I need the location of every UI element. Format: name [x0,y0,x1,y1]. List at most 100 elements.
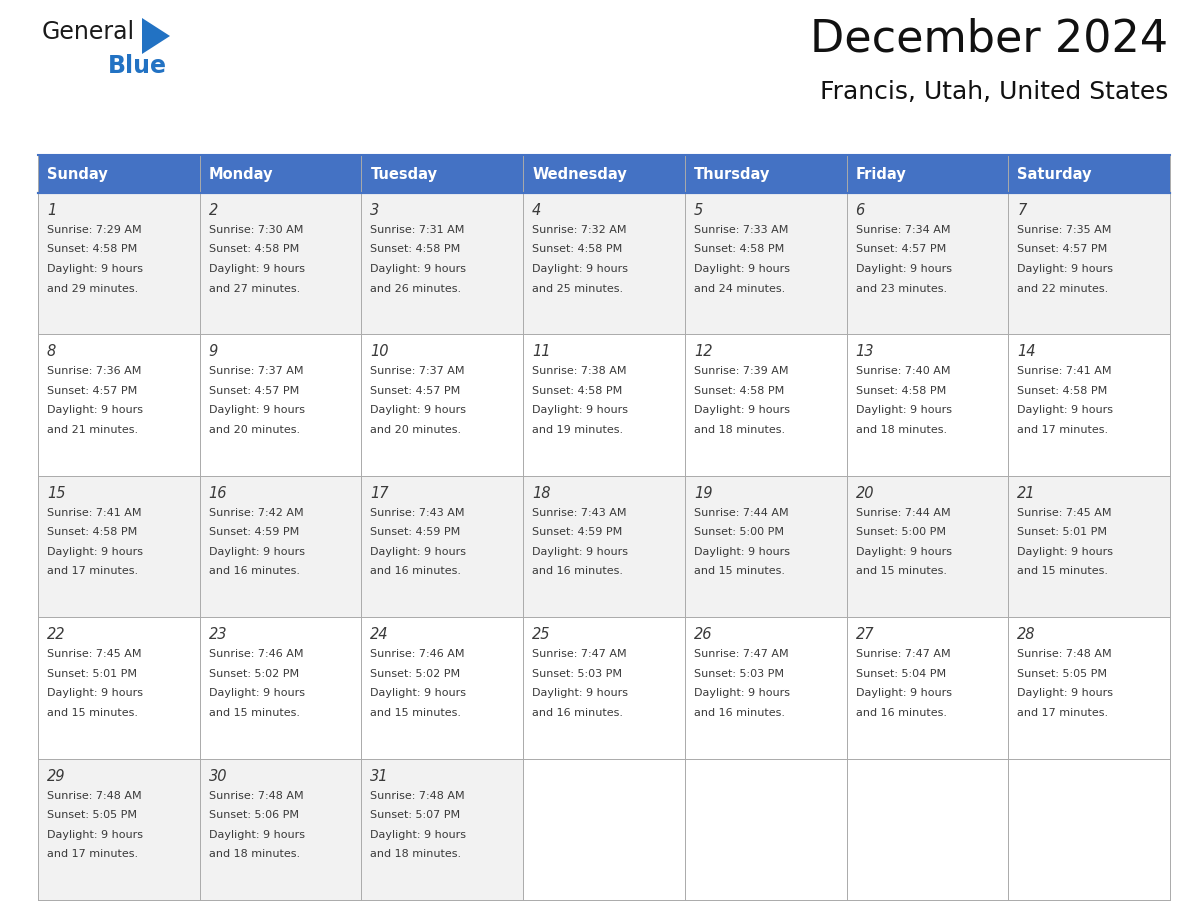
Text: and 16 minutes.: and 16 minutes. [532,566,624,577]
Text: Sunset: 4:59 PM: Sunset: 4:59 PM [532,527,623,537]
Text: Sunset: 4:58 PM: Sunset: 4:58 PM [1017,386,1107,396]
Text: December 2024: December 2024 [810,18,1168,61]
Text: Daylight: 9 hours: Daylight: 9 hours [532,264,628,274]
Text: Sunrise: 7:48 AM: Sunrise: 7:48 AM [371,790,465,800]
Text: Sunrise: 7:29 AM: Sunrise: 7:29 AM [48,225,141,235]
Text: 12: 12 [694,344,713,360]
Text: Daylight: 9 hours: Daylight: 9 hours [209,830,304,840]
Text: Daylight: 9 hours: Daylight: 9 hours [48,688,143,699]
Bar [361,758,523,900]
Text: Sunset: 4:57 PM: Sunset: 4:57 PM [48,386,138,396]
Text: Sunrise: 7:48 AM: Sunrise: 7:48 AM [209,790,303,800]
Bar [1009,476,1170,617]
Text: Daylight: 9 hours: Daylight: 9 hours [48,406,143,416]
Text: and 16 minutes.: and 16 minutes. [209,566,299,577]
Text: and 17 minutes.: and 17 minutes. [1017,708,1108,718]
Text: and 18 minutes.: and 18 minutes. [694,425,785,435]
Text: Daylight: 9 hours: Daylight: 9 hours [371,406,467,416]
Text: Daylight: 9 hours: Daylight: 9 hours [532,406,628,416]
Text: Sunday: Sunday [48,166,108,182]
Text: Sunrise: 7:39 AM: Sunrise: 7:39 AM [694,366,789,376]
Bar [847,334,1009,476]
Bar [200,155,361,193]
Text: Daylight: 9 hours: Daylight: 9 hours [694,547,790,557]
Text: and 20 minutes.: and 20 minutes. [371,425,462,435]
Text: Sunrise: 7:43 AM: Sunrise: 7:43 AM [532,508,626,518]
Text: and 16 minutes.: and 16 minutes. [855,708,947,718]
Text: Sunrise: 7:30 AM: Sunrise: 7:30 AM [209,225,303,235]
Text: Sunset: 4:58 PM: Sunset: 4:58 PM [694,386,784,396]
Text: 10: 10 [371,344,388,360]
Text: Francis, Utah, United States: Francis, Utah, United States [820,80,1168,104]
Text: Daylight: 9 hours: Daylight: 9 hours [209,547,304,557]
Text: 24: 24 [371,627,388,643]
Bar [847,155,1009,193]
Bar [684,193,847,334]
Text: and 15 minutes.: and 15 minutes. [1017,566,1108,577]
Text: Monday: Monday [209,166,273,182]
Bar [200,758,361,900]
Bar [361,155,523,193]
Text: Sunrise: 7:48 AM: Sunrise: 7:48 AM [1017,649,1112,659]
Text: Daylight: 9 hours: Daylight: 9 hours [48,830,143,840]
Text: 2: 2 [209,203,217,218]
Bar [684,617,847,758]
Text: 30: 30 [209,768,227,784]
Text: Sunrise: 7:31 AM: Sunrise: 7:31 AM [371,225,465,235]
Bar [200,334,361,476]
Text: Daylight: 9 hours: Daylight: 9 hours [855,264,952,274]
Text: Sunrise: 7:45 AM: Sunrise: 7:45 AM [48,649,141,659]
Bar [200,617,361,758]
Text: Sunset: 5:03 PM: Sunset: 5:03 PM [694,668,784,678]
Text: and 23 minutes.: and 23 minutes. [855,284,947,294]
Bar [38,758,200,900]
Text: Sunset: 4:59 PM: Sunset: 4:59 PM [209,527,299,537]
Text: General: General [42,20,135,44]
Text: 21: 21 [1017,486,1036,501]
Text: Sunrise: 7:37 AM: Sunrise: 7:37 AM [371,366,465,376]
Bar [200,193,361,334]
Text: and 15 minutes.: and 15 minutes. [209,708,299,718]
Text: Sunset: 4:58 PM: Sunset: 4:58 PM [48,244,138,254]
Text: Sunrise: 7:45 AM: Sunrise: 7:45 AM [1017,508,1112,518]
Text: Daylight: 9 hours: Daylight: 9 hours [1017,547,1113,557]
Text: Sunset: 5:02 PM: Sunset: 5:02 PM [371,668,461,678]
Bar [684,155,847,193]
Bar [684,476,847,617]
Bar [847,617,1009,758]
Text: Sunset: 4:58 PM: Sunset: 4:58 PM [371,244,461,254]
Text: and 25 minutes.: and 25 minutes. [532,284,624,294]
Text: Daylight: 9 hours: Daylight: 9 hours [532,547,628,557]
Text: 23: 23 [209,627,227,643]
Text: Sunrise: 7:46 AM: Sunrise: 7:46 AM [371,649,465,659]
Text: Sunset: 4:57 PM: Sunset: 4:57 PM [209,386,299,396]
Text: and 17 minutes.: and 17 minutes. [1017,425,1108,435]
Bar [1009,193,1170,334]
Text: Sunrise: 7:46 AM: Sunrise: 7:46 AM [209,649,303,659]
Text: and 15 minutes.: and 15 minutes. [48,708,138,718]
Text: 6: 6 [855,203,865,218]
Text: and 18 minutes.: and 18 minutes. [855,425,947,435]
Text: Sunset: 5:00 PM: Sunset: 5:00 PM [694,527,784,537]
Bar [1009,155,1170,193]
Text: 29: 29 [48,768,65,784]
Text: Daylight: 9 hours: Daylight: 9 hours [532,688,628,699]
Text: and 17 minutes.: and 17 minutes. [48,849,138,859]
Text: Sunrise: 7:47 AM: Sunrise: 7:47 AM [855,649,950,659]
Text: Daylight: 9 hours: Daylight: 9 hours [48,264,143,274]
Text: and 27 minutes.: and 27 minutes. [209,284,299,294]
Text: Daylight: 9 hours: Daylight: 9 hours [694,264,790,274]
Text: and 29 minutes.: and 29 minutes. [48,284,138,294]
Text: 18: 18 [532,486,551,501]
Text: and 16 minutes.: and 16 minutes. [532,708,624,718]
Text: and 18 minutes.: and 18 minutes. [209,849,299,859]
Text: Sunrise: 7:34 AM: Sunrise: 7:34 AM [855,225,950,235]
Text: Sunset: 5:02 PM: Sunset: 5:02 PM [209,668,299,678]
Bar [684,334,847,476]
Text: and 15 minutes.: and 15 minutes. [371,708,461,718]
Text: 15: 15 [48,486,65,501]
Text: Daylight: 9 hours: Daylight: 9 hours [855,688,952,699]
Text: 25: 25 [532,627,551,643]
Text: Daylight: 9 hours: Daylight: 9 hours [48,547,143,557]
Bar [523,476,684,617]
